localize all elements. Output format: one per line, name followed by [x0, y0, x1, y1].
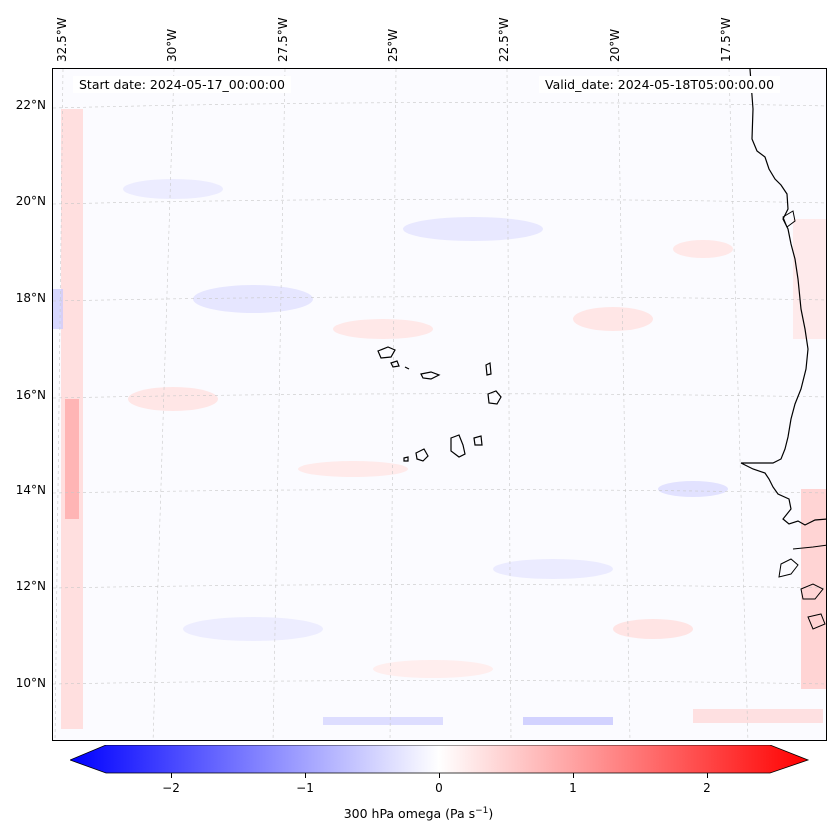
colorbar-tick — [573, 773, 574, 778]
colorbar-tick — [171, 773, 172, 778]
colorbar-tick — [707, 773, 708, 778]
colorbar — [68, 744, 810, 775]
graticule-lines — [53, 69, 826, 740]
longitude-label: 32.5°W — [55, 17, 69, 62]
valid-date-label: Valid_date: 2024-05-18T05:00:00.00 — [539, 76, 781, 93]
colorbar-gradient — [68, 744, 810, 774]
latitude-label: 10°N — [15, 676, 46, 690]
longitude-label: 17.5°W — [719, 17, 733, 62]
colorbar-tick-label: 2 — [703, 781, 711, 795]
africa-coastline — [740, 69, 826, 526]
latitude-label: 16°N — [15, 388, 46, 402]
longitude-label: 22.5°W — [497, 17, 511, 62]
latitude-label: 14°N — [15, 483, 46, 497]
colorbar-tick-label: 1 — [569, 781, 577, 795]
longitude-label: 30°W — [165, 28, 179, 62]
colorbar-tick — [439, 773, 440, 778]
latitude-label: 20°N — [15, 194, 46, 208]
latitude-label: 12°N — [15, 579, 46, 593]
colorbar-tick-label: 0 — [435, 781, 443, 795]
latitude-label: 22°N — [15, 98, 46, 112]
start-date-label: Start date: 2024-05-17_00:00:00 — [73, 76, 291, 93]
longitude-label: 27.5°W — [276, 17, 290, 62]
cape-verde-islands — [377, 346, 502, 462]
colorbar-tick — [305, 773, 306, 778]
map-area — [52, 68, 827, 741]
longitude-label: 20°W — [608, 28, 622, 62]
omega-field — [53, 69, 826, 740]
colorbar-tick-label: −2 — [162, 781, 180, 795]
longitude-label: 25°W — [386, 28, 400, 62]
colorbar-label: 300 hPa omega (Pa s−1) — [343, 806, 494, 822]
omega-field-map — [53, 69, 826, 740]
colorbar-tick-label: −1 — [296, 781, 314, 795]
latitude-label: 18°N — [15, 291, 46, 305]
